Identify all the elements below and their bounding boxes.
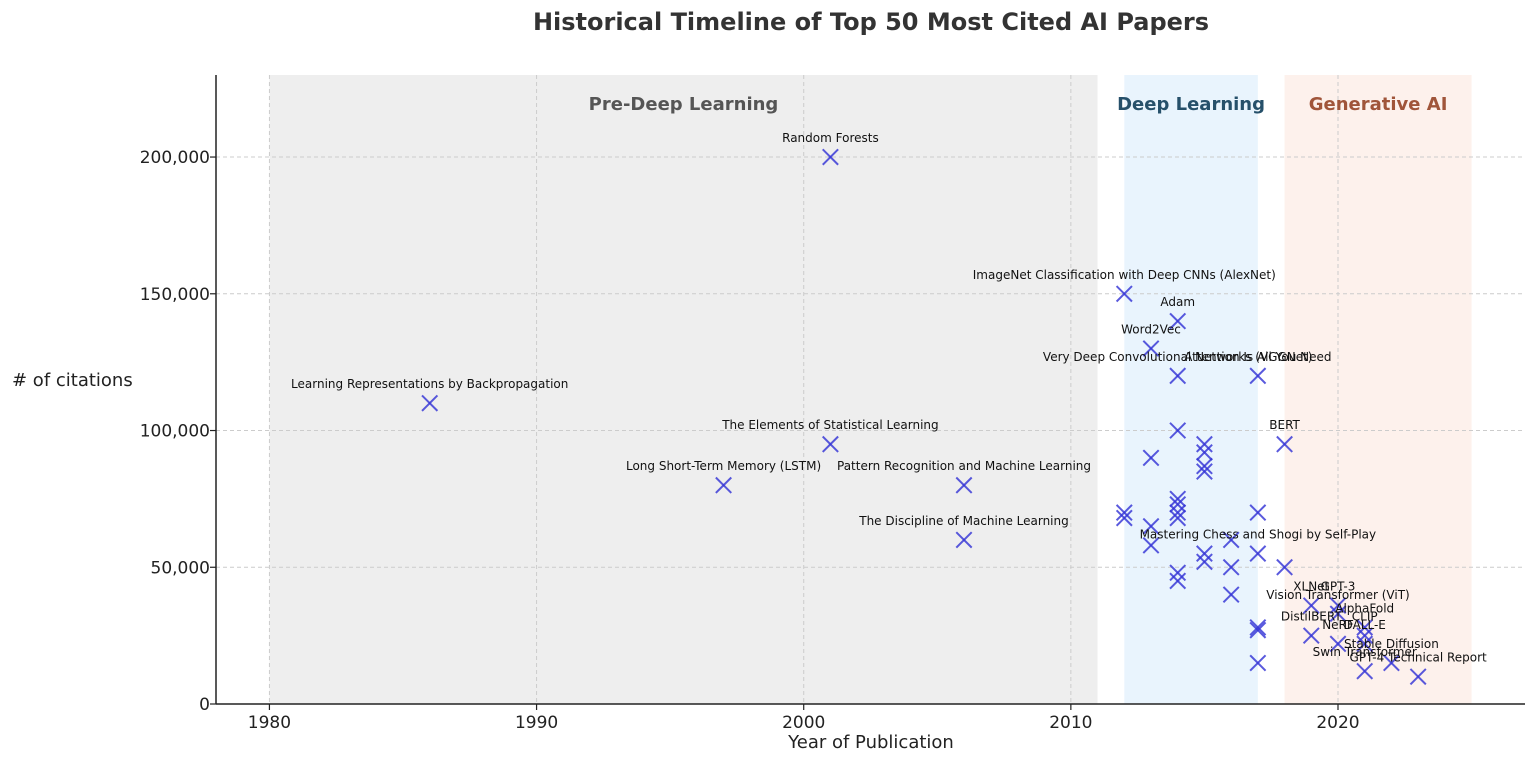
data-point-marker [1169, 490, 1187, 508]
data-point-marker [1115, 509, 1133, 527]
y-tick-label: 50,000 [151, 558, 210, 578]
y-tick-label: 200,000 [140, 148, 210, 168]
data-point-marker [1222, 531, 1240, 549]
x-tick-label: 1990 [515, 713, 558, 733]
y-ticks: 0 50,000 100,000 150,000 200,000 [140, 148, 216, 715]
data-point-marker [1169, 572, 1187, 590]
era-band-2 [1284, 75, 1472, 704]
data-point-label: Long Short-Term Memory (LSTM) [626, 459, 821, 473]
data-point-marker [715, 476, 732, 494]
data-point-marker [421, 394, 439, 412]
x-ticks: 1980 1990 2000 2010 2020 [248, 704, 1360, 733]
data-point-label: The Discipline of Machine Learning [858, 514, 1069, 528]
data-point-marker [822, 435, 839, 453]
data-point-marker [1409, 668, 1427, 686]
data-point-marker [1196, 463, 1213, 480]
chart-title: Historical Timeline of Top 50 Most Cited… [533, 8, 1209, 36]
data-point-marker [1356, 635, 1374, 653]
data-point-label: Random Forests [782, 131, 879, 145]
data-point-label: Very Deep Convolutional Networks (VGGNet… [1043, 350, 1313, 364]
data-point-label: The Elements of Statistical Learning [721, 418, 938, 432]
data-point-label: Swin Transformer [1313, 645, 1417, 659]
data-point-marker [1302, 627, 1320, 645]
data-point-marker [1276, 558, 1293, 576]
data-point-marker [1169, 504, 1187, 521]
x-axis-label: Year of Publication [787, 732, 954, 753]
era-bands [269, 75, 1472, 704]
data-point-label: ImageNet Classification with Deep CNNs (… [973, 268, 1276, 282]
data-point-marker [1169, 367, 1187, 385]
era-band-1 [1124, 75, 1258, 704]
data-point-label: Mastering Chess and Shogi by Self-Play [1140, 528, 1377, 542]
data-point-marker [1249, 504, 1267, 521]
data-point-label: Learning Representations by Backpropagat… [291, 377, 568, 391]
data-point-label: Adam [1160, 295, 1195, 309]
data-point-marker [1276, 435, 1293, 453]
data-point-label: Stable Diffusion [1344, 637, 1439, 651]
data-point-marker [822, 148, 839, 166]
era-label-2: Generative AI [1309, 94, 1448, 115]
data-point-marker [1142, 449, 1160, 467]
data-point-marker [1356, 662, 1374, 680]
era-labels: Pre-Deep Learning Deep Learning Generative… [589, 94, 1448, 115]
y-tick-label: 100,000 [140, 422, 210, 442]
data-point-marker [1249, 367, 1267, 385]
data-point-marker [1249, 545, 1267, 563]
data-point-marker [955, 476, 973, 494]
data-point-marker [1302, 597, 1320, 614]
data-point-marker [1169, 312, 1187, 330]
data-point-label: XLNet [1293, 580, 1329, 594]
y-axis-label: # of citations [12, 370, 133, 391]
data-point-marker [1142, 536, 1160, 554]
data-point-marker [1169, 422, 1187, 439]
data-point-label: DistilBERT [1281, 610, 1342, 624]
data-point-label: Attention Is All You Need [1184, 350, 1331, 364]
data-point-marker [1329, 635, 1347, 653]
data-point-label: AlphaFold [1335, 601, 1394, 615]
data-point-marker [1142, 340, 1160, 357]
data-point-label: GPT-3 [1321, 580, 1356, 594]
data-point-label: CLIP [1352, 610, 1378, 624]
data-labels: Learning Representations by Backpropagat… [291, 131, 1487, 665]
data-point-label: DALL-E [1344, 618, 1386, 632]
data-point-marker [1249, 619, 1267, 636]
axes [215, 75, 1525, 705]
data-point-marker [1329, 605, 1347, 623]
data-point-marker [1222, 586, 1240, 604]
data-point-marker [1169, 509, 1187, 527]
data-point-marker [1196, 553, 1213, 571]
data-point-label: Vision Transformer (ViT) [1266, 588, 1409, 602]
data-point-label: GPT-4 Technical Report [1350, 651, 1488, 665]
data-point-label: Word2Vec [1121, 322, 1181, 336]
x-tick-label: 2020 [1316, 713, 1359, 733]
data-point-marker [1249, 621, 1267, 639]
data-point-marker [1115, 504, 1133, 521]
data-markers [421, 148, 1427, 686]
data-point-marker [1249, 654, 1267, 672]
y-tick-label: 0 [199, 695, 210, 715]
data-point-label: Pattern Recognition and Machine Learning [837, 459, 1091, 473]
x-tick-label: 2000 [782, 713, 825, 733]
era-band-0 [269, 75, 1098, 704]
data-point-marker [1115, 285, 1133, 303]
data-point-marker [955, 531, 973, 549]
data-point-marker [1196, 457, 1213, 475]
data-point-marker [1142, 517, 1160, 535]
data-point-marker [1196, 443, 1213, 461]
x-tick-label: 1980 [248, 713, 291, 733]
data-point-label: NeRF [1322, 618, 1354, 632]
data-point-label: BERT [1269, 418, 1300, 432]
x-tick-label: 2010 [1049, 713, 1092, 733]
era-label-0: Pre-Deep Learning [589, 94, 779, 115]
data-point-marker [1383, 654, 1400, 672]
era-label-1: Deep Learning [1117, 94, 1265, 115]
y-tick-label: 150,000 [140, 285, 210, 305]
data-point-marker [1222, 558, 1240, 576]
